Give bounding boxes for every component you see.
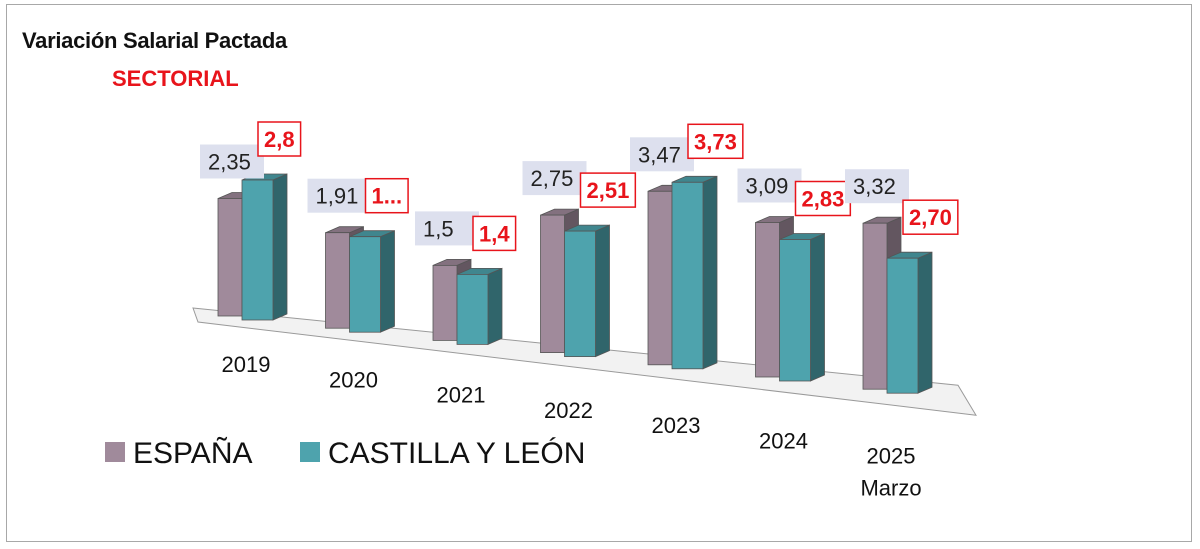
legend-swatch [300, 442, 320, 462]
label-espana-2025: 3,32 [845, 169, 909, 204]
category-label: 2024 [759, 428, 808, 453]
label-cyl-2023: 3,73 [687, 123, 744, 160]
bar-cyl-2025 [886, 251, 933, 394]
label-cyl-2022: 2,51 [579, 172, 637, 208]
category-label: 2021 [437, 383, 486, 408]
svg-text:1...: 1... [372, 184, 403, 209]
bar-cyl-2020 [349, 230, 395, 333]
legend-label: ESPAÑA [133, 436, 253, 470]
svg-text:2,75: 2,75 [531, 166, 574, 191]
legend-swatch [105, 442, 125, 462]
label-espana-2022: 2,75 [522, 161, 587, 196]
svg-text:1,5: 1,5 [423, 216, 454, 241]
category-label: 2020 [329, 367, 378, 392]
bar-cyl-2019 [241, 173, 288, 321]
svg-text:2,70: 2,70 [909, 205, 952, 230]
svg-text:2,51: 2,51 [587, 178, 630, 203]
category-label: 2023 [652, 413, 701, 438]
bar-cyl-2023 [671, 175, 718, 370]
svg-text:2,35: 2,35 [208, 150, 251, 175]
svg-text:3,32: 3,32 [853, 174, 896, 199]
chart-subtitle: SECTORIAL [112, 66, 239, 91]
category-label: 2022 [544, 398, 593, 423]
legend-item-espana: ESPAÑA [105, 436, 253, 470]
label-cyl-2024: 2,83 [794, 180, 852, 217]
legend-item-castilla-y-leon: CASTILLA Y LEÓN [300, 437, 585, 470]
svg-text:3,09: 3,09 [746, 174, 789, 199]
label-cyl-2020: 1... [364, 177, 409, 214]
bar-cyl-2024 [779, 232, 825, 382]
svg-text:3,47: 3,47 [638, 142, 681, 167]
legend-label: CASTILLA Y LEÓN [328, 437, 585, 470]
data-labels-group: 2,35 2,8 1,91 1... 1,5 1,4 2,75 2,51 3,47 3,73 3,0… [200, 121, 959, 252]
chart-title: Variación Salarial Pactada [22, 28, 287, 53]
category-labels-group: 2019 2020 2021 2022 2023 2024 2025 Marzo [222, 352, 922, 501]
label-cyl-2025: 2,70 [902, 199, 959, 235]
label-espana-2020: 1,91 [307, 178, 372, 213]
svg-text:2,8: 2,8 [264, 127, 295, 152]
label-espana-2019: 2,35 [200, 144, 264, 179]
category-label: 2025 [867, 444, 916, 469]
svg-text:1,91: 1,91 [316, 184, 359, 209]
legend: ESPAÑA CASTILLA Y LEÓN [105, 436, 585, 470]
label-espana-2021: 1,5 [415, 211, 479, 246]
bar-cyl-2021 [456, 267, 503, 346]
svg-text:2,83: 2,83 [802, 187, 845, 212]
label-espana-2023: 3,47 [630, 137, 694, 172]
svg-text:3,73: 3,73 [694, 129, 737, 154]
svg-text:1,4: 1,4 [479, 221, 510, 246]
category-label-sub: Marzo [860, 476, 921, 501]
category-label: 2019 [222, 352, 271, 377]
label-cyl-2021: 1,4 [472, 215, 517, 252]
bars-group [217, 173, 933, 394]
label-cyl-2019: 2,8 [257, 121, 302, 157]
label-espana-2024: 3,09 [737, 168, 802, 203]
bar-cyl-2022 [564, 224, 610, 358]
